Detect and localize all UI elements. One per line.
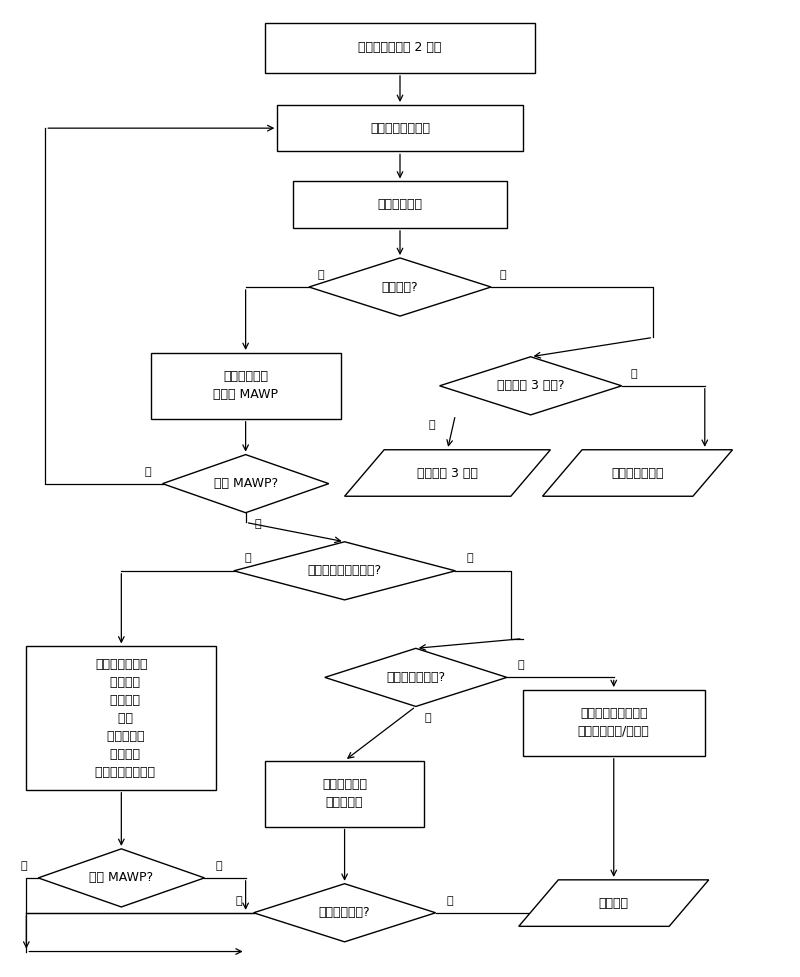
Text: 测量局部壳体变形: 测量局部壳体变形: [370, 122, 430, 135]
Polygon shape: [254, 884, 436, 942]
Text: 不: 不: [466, 553, 473, 564]
Bar: [522, 690, 705, 756]
Text: 返回服役: 返回服役: [598, 897, 629, 910]
Bar: [293, 182, 507, 228]
Text: 火灾的衔变破坏?: 火灾的衔变破坏?: [386, 671, 446, 684]
Text: 接受剩余寿命?: 接受剩余寿命?: [318, 907, 370, 919]
Bar: [150, 353, 341, 419]
Polygon shape: [542, 449, 733, 496]
Text: 进行硬度测试: 进行硬度测试: [378, 198, 422, 211]
Polygon shape: [162, 454, 329, 513]
Text: 维修或替换构件: 维修或替换构件: [611, 466, 664, 480]
Text: 不: 不: [500, 271, 506, 280]
Text: 是: 是: [428, 419, 435, 430]
Text: 接受 MAWP?: 接受 MAWP?: [214, 477, 278, 490]
Text: 是: 是: [318, 271, 324, 280]
Text: 是: 是: [254, 520, 261, 530]
Text: 构件漏气检查，坦圈
检查，油漆刷/或络缘: 构件漏气检查，坦圈 检查，油漆刷/或络缘: [578, 707, 650, 739]
Text: 评价抗拉强度
和确定 MAWP: 评价抗拉强度 和确定 MAWP: [213, 370, 278, 402]
Text: 是: 是: [446, 896, 453, 906]
Text: 接受 MAWP?: 接受 MAWP?: [90, 871, 154, 884]
Polygon shape: [38, 849, 205, 907]
Text: 对设备进行水平 2 评价: 对设备进行水平 2 评价: [358, 41, 442, 55]
Polygon shape: [234, 542, 455, 600]
Polygon shape: [309, 258, 491, 317]
Polygon shape: [439, 357, 622, 415]
Text: 是: 是: [215, 862, 222, 871]
Text: 不: 不: [518, 659, 525, 670]
Polygon shape: [325, 649, 507, 706]
Text: 评价破坏范围：
  总体变薄
  局部变薄
  凹陷
  起泡和层积
  壳体变形
  类似裂纹的缺陷等: 评价破坏范围： 总体变薄 局部变薄 凹陷 起泡和层积 壳体变形 类似裂纹的缺陷等: [87, 658, 155, 779]
Text: 不: 不: [21, 862, 27, 871]
Bar: [266, 761, 424, 827]
Text: 是: 是: [245, 553, 251, 564]
Polygon shape: [518, 880, 709, 926]
Text: 不: 不: [630, 369, 637, 379]
Text: 进行水平 3 评价?: 进行水平 3 评价?: [497, 379, 564, 393]
Text: 不: 不: [145, 467, 151, 477]
Text: 是: 是: [424, 713, 431, 723]
Text: 接受硬度?: 接受硬度?: [382, 280, 418, 293]
Bar: [26, 647, 216, 789]
Text: 完成水平 3 评价: 完成水平 3 评价: [417, 466, 478, 480]
Text: 评价衔变破坏
和剩余寿命: 评价衔变破坏 和剩余寿命: [322, 778, 367, 809]
Text: 目前破坏的其他形式?: 目前破坏的其他形式?: [307, 565, 382, 577]
Text: 不: 不: [236, 896, 242, 906]
Polygon shape: [345, 449, 550, 496]
Bar: [278, 105, 522, 151]
Bar: [266, 22, 534, 73]
